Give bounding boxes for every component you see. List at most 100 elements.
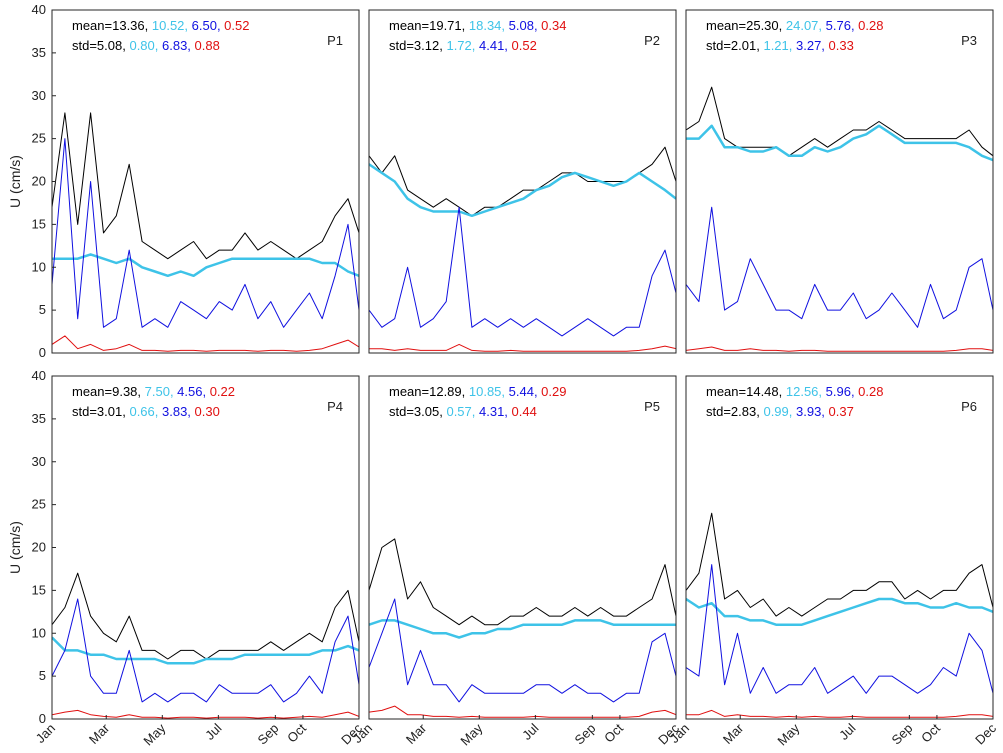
y-tick-label: 10	[32, 625, 46, 640]
stats-value: std=2.01,	[706, 38, 763, 53]
panel-title: P4	[327, 399, 343, 414]
series-line	[686, 124, 993, 162]
stats-value: 5.08,	[509, 18, 542, 33]
y-tick-label: 0	[39, 711, 46, 726]
stats-value: 10.85,	[469, 384, 509, 399]
x-tick-label: Dec	[972, 720, 999, 747]
stats-value: 1.21,	[763, 38, 796, 53]
series-line	[369, 538, 676, 626]
x-tick-label: Oct	[601, 720, 626, 745]
stats-value: 18.34,	[469, 18, 509, 33]
series-line	[686, 206, 993, 328]
stats-value: 10.52,	[152, 18, 192, 33]
data-layer	[369, 538, 676, 718]
y-axis-label: U (cm/s)	[7, 521, 23, 574]
data-layer	[52, 572, 359, 719]
series-line	[52, 636, 359, 665]
stats-value: 6.83,	[162, 38, 195, 53]
stats-line: mean=13.36, 10.52, 6.50, 0.52	[72, 18, 249, 33]
axes-box	[368, 375, 677, 720]
panel-title: P6	[961, 399, 977, 414]
y-tick-label: 20	[32, 540, 46, 555]
stats-value: std=2.83,	[706, 404, 763, 419]
stats-line: mean=25.30, 24.07, 5.76, 0.28	[706, 18, 883, 33]
stats-line: std=3.01, 0.66, 3.83, 0.30	[72, 404, 220, 419]
series-line	[686, 597, 993, 626]
stats-value: 0.28	[858, 18, 883, 33]
panel-title: P5	[644, 399, 660, 414]
stats-value: 0.22	[210, 384, 235, 399]
series-line	[369, 343, 676, 352]
series-line	[369, 705, 676, 718]
stats-value: 5.76,	[826, 18, 859, 33]
x-tick-label: Sep	[255, 721, 282, 748]
stats-value: 3.27,	[796, 38, 829, 53]
stats-line: std=2.83, 0.99, 3.93, 0.37	[706, 404, 854, 419]
series-line	[369, 206, 676, 337]
series-line	[369, 163, 676, 218]
panel-title: P1	[327, 33, 343, 48]
panel-title: P3	[961, 33, 977, 48]
stats-value: mean=14.48,	[706, 384, 786, 399]
stats-value: 0.30	[195, 404, 220, 419]
stats-value: 4.41,	[479, 38, 512, 53]
series-line	[686, 512, 993, 617]
plot-area	[686, 10, 993, 353]
x-tick-label: Oct	[918, 720, 943, 745]
series-line	[686, 709, 993, 718]
stats-value: 7.50,	[145, 384, 178, 399]
x-tick-label: May	[457, 720, 485, 748]
x-tick-label: Jul	[519, 720, 541, 742]
x-tick-label: Sep	[572, 721, 599, 748]
y-tick-label: 15	[32, 216, 46, 231]
y-tick-label: 35	[32, 45, 46, 60]
stats-line: std=5.08, 0.80, 6.83, 0.88	[72, 38, 220, 53]
x-tick-label: May	[774, 720, 802, 748]
y-tick-label: 25	[32, 131, 46, 146]
stats-line: mean=12.89, 10.85, 5.44, 0.29	[389, 384, 566, 399]
stats-value: 0.66,	[129, 404, 162, 419]
panel: 0 5 10 15 20 25 30 35 40 U (cm/s) P1 mean=13.36, 10…	[7, 2, 360, 360]
x-tick-label: Sep	[889, 721, 916, 748]
y-tick-label: 5	[39, 302, 46, 317]
stats-value: std=3.05,	[389, 404, 446, 419]
x-tick-label: Oct	[284, 720, 309, 745]
data-layer	[686, 86, 993, 352]
stats-value: 3.93,	[796, 404, 829, 419]
stats-value: 5.44,	[509, 384, 542, 399]
y-tick-label: 10	[32, 259, 46, 274]
stats-value: 3.83,	[162, 404, 195, 419]
series-line	[52, 112, 359, 260]
x-tick-label: Mar	[86, 720, 113, 747]
x-tick-label: May	[140, 720, 168, 748]
y-tick-label: 35	[32, 411, 46, 426]
stats-line: mean=9.38, 7.50, 4.56, 0.22	[72, 384, 235, 399]
stats-value: 0.80,	[129, 38, 162, 53]
stats-value: 12.56,	[786, 384, 826, 399]
stats-value: 0.37	[829, 404, 854, 419]
axes-box	[685, 375, 994, 720]
stats-value: mean=9.38,	[72, 384, 145, 399]
stats-value: 5.96,	[826, 384, 859, 399]
y-tick-label: 40	[32, 368, 46, 383]
stats-value: 4.56,	[177, 384, 210, 399]
x-tick-label: Jul	[202, 720, 224, 742]
stats-value: mean=19.71,	[389, 18, 469, 33]
series-line	[52, 138, 359, 328]
stats-value: 0.28	[858, 384, 883, 399]
series-line	[52, 253, 359, 278]
stats-value: mean=13.36,	[72, 18, 152, 33]
series-line	[52, 709, 359, 719]
series-line	[686, 346, 993, 352]
series-line	[369, 619, 676, 639]
stats-value: mean=12.89,	[389, 384, 469, 399]
y-tick-label: 5	[39, 668, 46, 683]
stats-value: 0.88	[195, 38, 220, 53]
stats-value: 6.50,	[192, 18, 225, 33]
panel-title: P2	[644, 33, 660, 48]
stats-value: 0.52	[512, 38, 537, 53]
data-layer	[686, 512, 993, 718]
stats-line: mean=19.71, 18.34, 5.08, 0.34	[389, 18, 566, 33]
x-tick-label: Mar	[403, 720, 430, 747]
